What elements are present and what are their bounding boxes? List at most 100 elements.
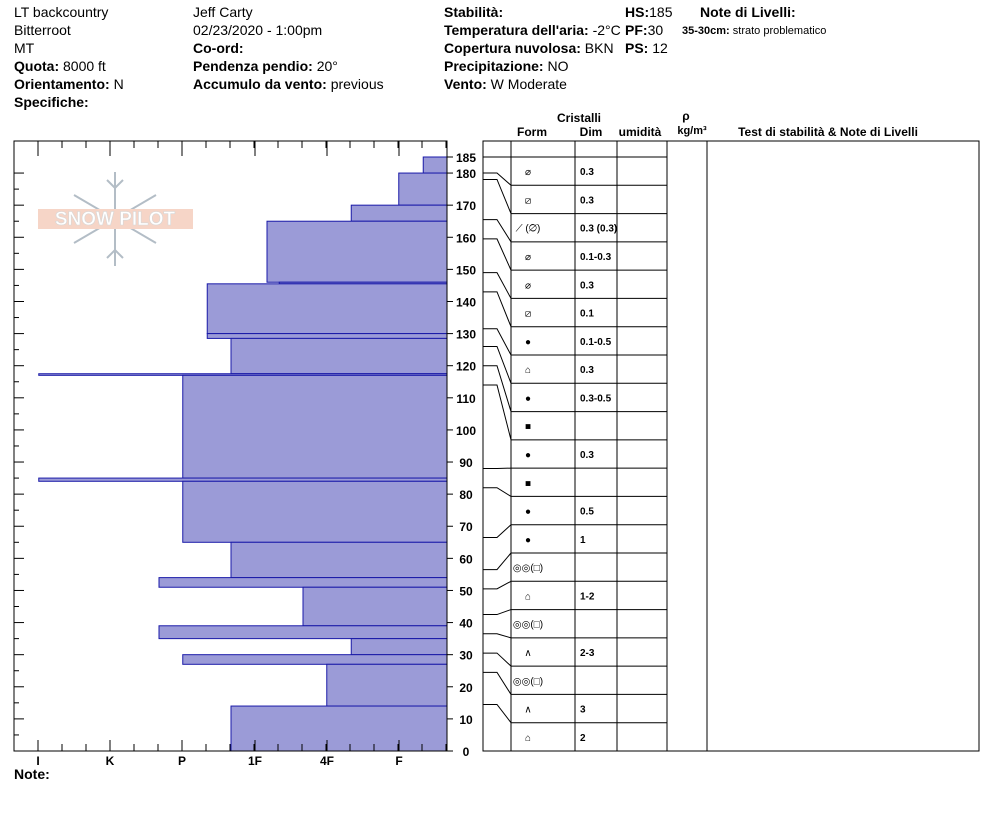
header-layer-notes-title: Note di Livelli:	[700, 4, 796, 20]
grain-size-label: 1-2	[580, 591, 595, 602]
grain-size-label: 0.3	[580, 167, 594, 178]
layer-connector	[483, 328, 512, 356]
hardness-profile	[38, 156, 448, 752]
grain-size-label: 0.1	[580, 309, 594, 320]
hardness-layer	[206, 283, 448, 335]
x-tick-label: I	[36, 754, 39, 768]
density-symbol: ρ	[682, 109, 689, 123]
grain-size-label: 0.3 (0.3)	[580, 224, 617, 235]
layer-connector	[483, 524, 512, 538]
layer-connector	[483, 580, 512, 590]
grain-size-label: 1	[580, 535, 586, 546]
hardness-layer	[230, 337, 448, 375]
grain-form-symbol: ◎◎(□)	[513, 676, 543, 687]
grain-form-symbol: ●	[525, 535, 531, 546]
layer-connector	[483, 238, 512, 271]
grain-form-symbol: ⧄	[525, 309, 531, 320]
hardness-layer	[230, 705, 448, 752]
layer-connector	[483, 384, 512, 440]
header-datetime: 02/23/2020 - 1:00pm	[193, 22, 323, 38]
hardness-layer	[266, 220, 448, 283]
depth-tick-label: 20	[459, 681, 473, 695]
layer-connector	[483, 652, 512, 667]
x-tick-label: 4F	[320, 754, 334, 768]
layer-connector	[483, 345, 512, 384]
depth-axis: 0 10 20 30 40 50 60 70 80 90 100 110 120 130 140 150 160…	[447, 151, 476, 759]
layer-connector	[483, 172, 512, 186]
header-layer-note: 35-30cm: strato problematico	[682, 25, 827, 37]
depth-tick-label: 60	[459, 552, 473, 566]
grain-form-symbol: ●	[525, 393, 531, 404]
depth-tick-label: 170	[456, 199, 476, 213]
layer-connector	[483, 487, 512, 497]
depth-tick-label: 185	[456, 151, 476, 165]
grain-form-symbol: ⌀	[525, 252, 531, 263]
x-tick-label: P	[178, 754, 186, 768]
depth-tick-label: 90	[459, 456, 473, 470]
layer-connector	[483, 219, 512, 243]
layer-connector	[483, 272, 512, 299]
hardness-layer	[158, 625, 448, 640]
header-observer: Jeff Carty	[193, 4, 253, 20]
size-header: Dim	[580, 125, 603, 139]
grain-form-symbol: ∧	[524, 648, 531, 659]
grain-form-symbol: ⌂	[525, 591, 531, 602]
form-header: Form	[517, 125, 547, 139]
header-coord: Co-ord:	[193, 40, 244, 56]
layer-connector	[483, 703, 512, 724]
hardness-layer	[350, 204, 448, 222]
header-aspect: Orientamento: N	[14, 76, 124, 92]
header-wind-loading: Accumulo da vento: previous	[193, 76, 384, 92]
grain-form-symbol: ■	[525, 478, 531, 489]
depth-tick-label: 120	[456, 360, 476, 374]
depth-tick-label: 40	[459, 617, 473, 631]
grain-form-symbol: ⧄	[525, 195, 531, 206]
grain-size-label: 0.3-0.5	[580, 393, 612, 404]
depth-tick-label: 180	[456, 167, 476, 181]
density-unit: kg/m³	[677, 125, 707, 137]
hardness-layer	[230, 541, 448, 579]
hardness-layer	[398, 172, 448, 206]
depth-tick-label: 70	[459, 520, 473, 534]
header-state: MT	[14, 40, 35, 56]
layer-connector	[483, 291, 512, 327]
depth-tick-label: 50	[459, 584, 473, 598]
tests-header: Test di stabilità & Note di Livelli	[738, 125, 918, 139]
grain-size-label: 0.3	[580, 365, 594, 376]
depth-tick-label: 0	[463, 745, 470, 759]
layer-connector	[483, 609, 512, 616]
hardness-layer	[350, 638, 448, 656]
grain-size-label: 0.1-0.3	[580, 252, 612, 263]
crystal-table: ⌀ 0.3 ⧄ 0.3 ⟋ (⌀) 0.3 (0.3) ⌀ 0.1-0.3 ⌀ 0.3 ⧄ 0.1 ● 0…	[482, 140, 980, 752]
grain-size-label: 0.5	[580, 507, 594, 518]
layer-connector	[483, 552, 512, 571]
hardness-layer	[422, 156, 448, 174]
x-tick-label: 1F	[248, 754, 262, 768]
hardness-layer	[326, 663, 448, 707]
depth-tick-label: 130	[456, 328, 476, 342]
header-air-temp: Temperatura dell'aria: -2°C	[444, 22, 621, 38]
grain-size-label: 2-3	[580, 648, 595, 659]
hardness-layer	[182, 374, 448, 479]
grain-form-symbol: ◎◎(□)	[513, 563, 543, 574]
hardness-axes: I K P 1F 4F F	[13, 140, 448, 768]
grain-form-symbol: ●	[525, 450, 531, 461]
grain-size-label: 0.3	[580, 280, 594, 291]
depth-tick-label: 110	[456, 392, 476, 406]
header-precip: Precipitazione: NO	[444, 58, 569, 74]
header-wind: Vento: W Moderate	[444, 76, 567, 92]
depth-tick-label: 80	[459, 488, 473, 502]
x-tick-label: F	[395, 754, 402, 768]
grain-form-symbol: ◎◎(□)	[513, 620, 543, 631]
x-tick-label: K	[106, 754, 115, 768]
snowpilot-watermark: SNOW PILOT	[38, 172, 193, 266]
header-ps: PS: 12	[625, 40, 668, 56]
header-hs: HS:185	[625, 4, 673, 20]
notes-label: Note:	[14, 766, 50, 782]
grain-form-symbol: ∧	[524, 705, 531, 716]
grain-size-label: 0.3	[580, 450, 594, 461]
header-specifics: Specifiche:	[14, 94, 89, 110]
depth-tick-label: 160	[456, 231, 476, 245]
header-sky: Copertura nuvolosa: BKN	[444, 40, 614, 56]
depth-tick-label: 150	[456, 263, 476, 277]
